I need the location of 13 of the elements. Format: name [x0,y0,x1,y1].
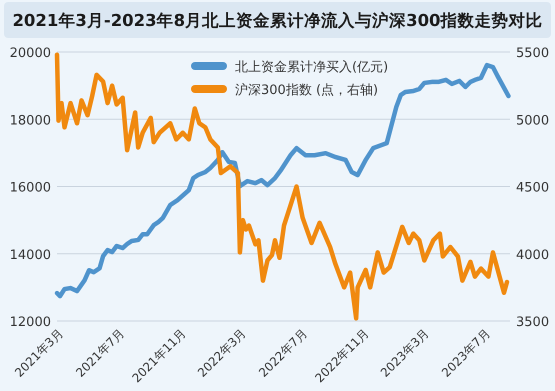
y-tick-label: 12000 [10,315,51,330]
y2-tick-label: 5500 [516,46,550,61]
y-tick-label: 16000 [10,180,51,196]
y-tick-label: 14000 [10,248,51,263]
y2-tick-label: 5000 [516,113,550,128]
y2-tick-label: 4000 [516,248,550,263]
y-tick-label: 20000 [10,46,51,61]
y-tick-label: 18000 [10,113,51,128]
y2-tick-label: 3500 [516,315,550,330]
legend-label: 北上资金累计净买入(亿元) [235,60,388,75]
legend-label: 沪深300指数 (点，右轴) [235,82,378,98]
chart-title: 2021年3月-2023年8月北上资金累计净流入与沪深300指数走势对比 [12,11,543,30]
y2-tick-label: 4500 [516,180,550,196]
